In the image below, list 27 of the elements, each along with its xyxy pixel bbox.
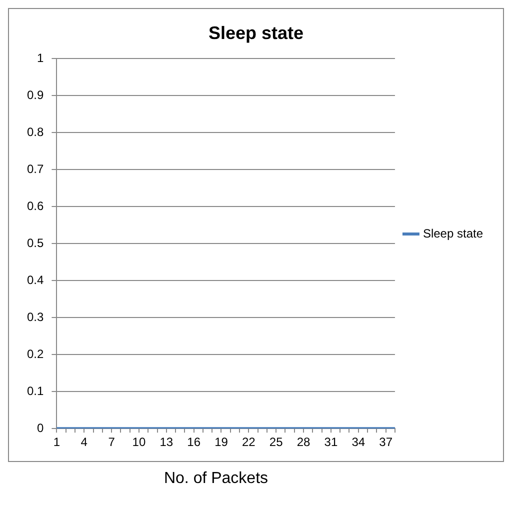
x-tick-label: 37 [379,435,393,450]
x-tick-label: 34 [352,435,366,450]
x-tick-label: 31 [324,435,338,450]
y-tick-label: 0.8 [26,124,44,139]
y-tick-label: 0.2 [26,346,44,361]
x-axis-title: No. of Packets [162,470,270,488]
chart-title: Sleep state [208,22,304,43]
y-tick-label: 1 [36,50,44,65]
y-tick-label: 0.4 [26,272,44,287]
y-tick-label: 0.1 [26,384,44,398]
y-tick-label: 0.5 [26,236,44,250]
x-tick-label: 16 [187,435,201,450]
y-tick-label: 0.7 [26,162,44,176]
x-tick-label: 4 [80,435,88,450]
x-tick-label: 22 [242,435,256,450]
x-tick-label: 1 [53,435,60,450]
y-tick-label: 0 [36,420,44,435]
y-tick-label: 0.9 [26,88,44,102]
legend-label: Sleep state [422,226,484,240]
x-tick-label: 25 [269,435,284,450]
x-tick-label: 10 [132,435,146,450]
x-tick-label: 28 [296,435,311,450]
x-tick-label: 19 [214,435,228,450]
y-tick-label: 0.3 [26,310,44,324]
y-tick-label: 0.6 [26,198,44,213]
x-tick-label: 7 [108,435,116,450]
x-tick-label: 13 [160,435,174,450]
